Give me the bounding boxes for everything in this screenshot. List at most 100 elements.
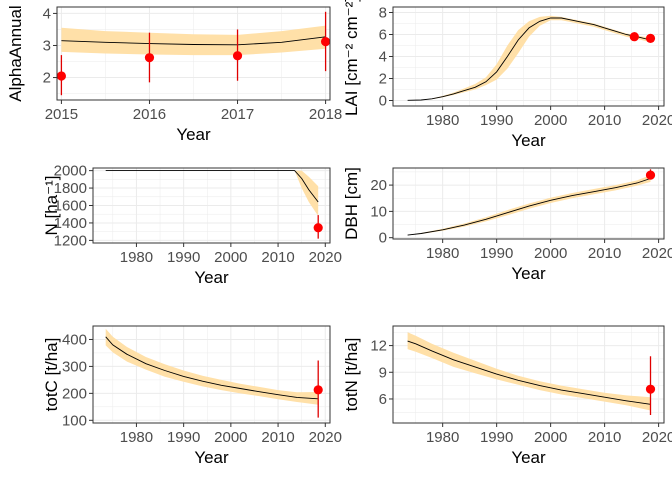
y-tick-label: 9: [379, 364, 387, 381]
y-tick-label: 4: [379, 49, 387, 66]
x-tick-label: 1990: [480, 245, 513, 262]
x-axis-title: Year: [194, 268, 229, 287]
panel-totn: 1980 1990 2000 2010 2020 6 9 12 Year totN [t/ha]: [342, 325, 672, 467]
y-tick-label: 1600: [54, 198, 87, 215]
panel-n: 1980 1990 2000 2010 202012001400160018002000…: [42, 163, 342, 287]
series-line: [407, 178, 651, 236]
x-tick-label: 2000: [214, 249, 247, 266]
x-axis-title: Year: [511, 131, 546, 150]
observation-point: [645, 170, 656, 180]
x-tick-label: 2020: [309, 429, 342, 446]
y-tick-label: 1400: [54, 215, 87, 232]
x-tick-label: 2010: [588, 245, 621, 262]
x-tick-label: 1990: [480, 429, 513, 446]
series-line: [407, 340, 651, 405]
panel-dbh: 1980 1990 2000 2010 2020 0 10 20 Year DBH [cm]: [342, 167, 672, 283]
x-axis-title: Year: [511, 448, 546, 467]
y-tick-label: 2: [43, 70, 51, 87]
x-tick-label: 2000: [214, 429, 247, 446]
x-tick-label: 2020: [642, 429, 672, 446]
observation-point: [313, 223, 323, 233]
x-tick-label: 1980: [120, 249, 153, 266]
uncertainty-band: [407, 332, 651, 411]
y-axis-title: DBH [cm]: [342, 167, 361, 240]
y-tick-label: 0: [379, 93, 387, 110]
y-tick-label: 2000: [54, 163, 87, 180]
x-tick-label: 2018: [309, 106, 342, 123]
gridlines: [393, 168, 664, 239]
x-tick-label: 1990: [167, 429, 200, 446]
y-tick-label: 400: [62, 331, 87, 348]
y-tick-label: 12: [370, 338, 387, 355]
gridlines: [93, 168, 330, 243]
series-line: [407, 17, 651, 101]
observation-point: [629, 32, 639, 42]
x-tick-label: 2020: [642, 245, 672, 262]
series-line: [105, 170, 319, 203]
y-tick-label: 300: [62, 358, 87, 375]
y-tick-label: 10: [370, 203, 387, 220]
panel-border: [92, 325, 331, 424]
observation-point: [320, 37, 331, 47]
x-tick-label: 1980: [426, 112, 459, 129]
panel-lai: 1980 1990 2000 2010 2020 0 2 4 6 8 Year LAI [cm⁻² c…: [342, 0, 672, 150]
x-tick-label: 1990: [480, 112, 513, 129]
y-tick-label: 0: [379, 230, 387, 247]
series-line: [61, 36, 326, 46]
panel-alpha: 2015 2016 2017 2018 2 3 4 Year AlphaAnnual: [6, 5, 342, 144]
x-tick-label: 1990: [167, 249, 200, 266]
y-tick-label: 20: [370, 177, 387, 194]
x-tick-label: 2017: [221, 106, 254, 123]
observation-point: [645, 384, 656, 394]
y-tick-label: 6: [379, 391, 387, 408]
x-tick-label: 2015: [45, 106, 78, 123]
uncertainty-band: [407, 175, 651, 236]
x-tick-label: 2000: [534, 429, 567, 446]
panel-background: [393, 168, 664, 239]
y-axis-title: totC [t/ha]: [42, 338, 61, 412]
y-axis-title: LAI [cm⁻² cm⁻²]: [342, 0, 361, 116]
x-tick-label: 2010: [588, 429, 621, 446]
y-tick-label: 1200: [54, 232, 87, 249]
x-tick-label: 2016: [133, 106, 166, 123]
observation-point: [56, 71, 67, 81]
x-tick-label: 2000: [534, 245, 567, 262]
x-tick-label: 2010: [261, 429, 294, 446]
y-axis-title: N [ha⁻¹]: [42, 176, 61, 236]
panel-background: [393, 326, 664, 423]
uncertainty-band: [61, 25, 326, 56]
panel-border: [392, 167, 665, 240]
x-axis-title: Year: [176, 125, 211, 144]
y-axis-title: AlphaAnnual: [6, 5, 25, 101]
x-tick-label: 2010: [261, 249, 294, 266]
gridlines: [393, 7, 664, 106]
panel-border: [56, 6, 331, 101]
x-tick-label: 1980: [426, 429, 459, 446]
y-tick-label: 6: [379, 27, 387, 44]
x-axis-title: Year: [194, 448, 229, 467]
y-axis-title: totN [t/ha]: [342, 338, 361, 412]
x-axis-title: Year: [511, 264, 546, 283]
observation-point: [313, 385, 323, 395]
x-tick-label: 2010: [588, 112, 621, 129]
panel-border: [392, 325, 665, 424]
x-tick-label: 2000: [534, 112, 567, 129]
x-tick-label: 1980: [120, 429, 153, 446]
panel-background: [93, 326, 330, 423]
y-tick-label: 2: [379, 71, 387, 88]
series-line: [105, 336, 319, 400]
y-tick-label: 100: [62, 412, 87, 429]
uncertainty-band: [407, 15, 651, 101]
uncertainty-band: [105, 170, 319, 216]
observation-point: [645, 33, 656, 43]
observation-point: [144, 53, 155, 63]
observation-point: [232, 51, 243, 61]
y-tick-label: 1800: [54, 180, 87, 197]
x-tick-label: 2020: [309, 249, 342, 266]
y-tick-label: 4: [43, 5, 51, 22]
y-tick-label: 8: [379, 5, 387, 22]
panel-totc: 1980 1990 2000 2010 2020 100 200 300 400 Year totC…: [42, 325, 342, 467]
x-tick-label: 1980: [426, 245, 459, 262]
x-tick-label: 2020: [642, 112, 672, 129]
